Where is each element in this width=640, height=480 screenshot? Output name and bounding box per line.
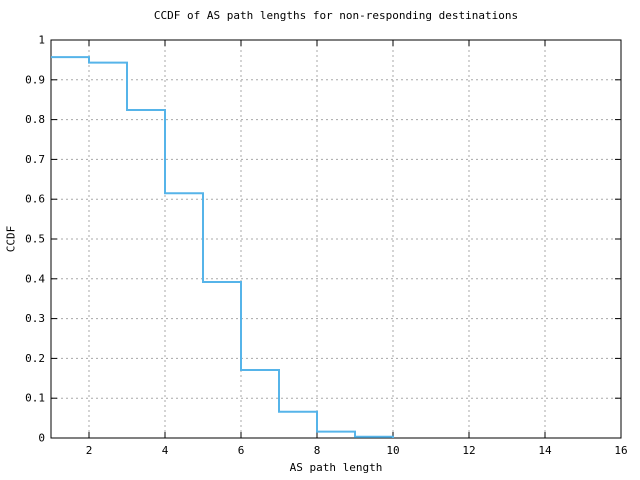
y-tick-label: 0.3 — [25, 312, 45, 325]
y-tick-label: 0.6 — [25, 193, 45, 206]
x-tick-label: 14 — [538, 444, 552, 457]
chart-title: CCDF of AS path lengths for non-respondi… — [153, 9, 519, 22]
y-tick-label: 0 — [38, 432, 45, 445]
x-tick-label: 8 — [314, 444, 321, 457]
x-tick-label: 16 — [614, 444, 627, 457]
x-tick-label: 12 — [462, 444, 475, 457]
y-tick-label: 0.5 — [25, 233, 45, 246]
x-tick-label: 2 — [86, 444, 93, 457]
ccdf-step-line — [51, 56, 394, 438]
x-tick-label: 6 — [238, 444, 245, 457]
y-tick-label: 0.9 — [25, 73, 45, 86]
y-tick-label: 0.7 — [25, 153, 45, 166]
y-tick-label: 0.2 — [25, 352, 45, 365]
y-tick-label: 0.4 — [25, 272, 45, 285]
y-tick-label: 1 — [38, 34, 45, 47]
y-tick-label: 0.1 — [25, 392, 45, 405]
y-tick-label: 0.8 — [25, 113, 45, 126]
x-tick-label: 4 — [162, 444, 169, 457]
x-axis-label: AS path length — [289, 461, 383, 474]
x-tick-label: 10 — [386, 444, 399, 457]
